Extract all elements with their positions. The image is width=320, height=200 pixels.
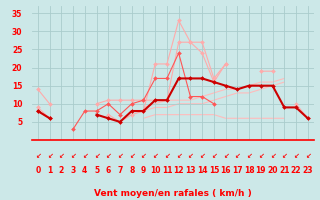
Text: ↙: ↙ [305,153,311,159]
Text: ↙: ↙ [211,153,217,159]
Text: 7: 7 [117,166,123,175]
Text: ↙: ↙ [140,153,147,159]
Text: Vent moyen/en rafales ( km/h ): Vent moyen/en rafales ( km/h ) [94,189,252,198]
Text: 13: 13 [185,166,196,175]
Text: ↙: ↙ [258,153,264,159]
Text: 0: 0 [35,166,41,175]
Text: 15: 15 [209,166,219,175]
Text: ↙: ↙ [58,153,64,159]
Text: 3: 3 [70,166,76,175]
Text: ↙: ↙ [82,153,88,159]
Text: ↙: ↙ [47,153,52,159]
Text: ↙: ↙ [164,153,170,159]
Text: ↙: ↙ [234,153,240,159]
Text: ↙: ↙ [293,153,299,159]
Text: ↙: ↙ [152,153,158,159]
Text: 1: 1 [47,166,52,175]
Text: ↙: ↙ [199,153,205,159]
Text: 2: 2 [59,166,64,175]
Text: 18: 18 [244,166,254,175]
Text: ↙: ↙ [176,153,182,159]
Text: 19: 19 [256,166,266,175]
Text: ↙: ↙ [70,153,76,159]
Text: 6: 6 [106,166,111,175]
Text: 5: 5 [94,166,99,175]
Text: 11: 11 [162,166,172,175]
Text: 20: 20 [267,166,278,175]
Text: 23: 23 [302,166,313,175]
Text: 8: 8 [129,166,134,175]
Text: 9: 9 [141,166,146,175]
Text: 14: 14 [197,166,207,175]
Text: ↙: ↙ [269,153,276,159]
Text: ↙: ↙ [188,153,193,159]
Text: ↙: ↙ [35,153,41,159]
Text: 4: 4 [82,166,87,175]
Text: 12: 12 [173,166,184,175]
Text: ↙: ↙ [246,153,252,159]
Text: 21: 21 [279,166,290,175]
Text: ↙: ↙ [281,153,287,159]
Text: 16: 16 [220,166,231,175]
Text: 22: 22 [291,166,301,175]
Text: ↙: ↙ [105,153,111,159]
Text: 17: 17 [232,166,243,175]
Text: ↙: ↙ [117,153,123,159]
Text: ↙: ↙ [223,153,228,159]
Text: 10: 10 [150,166,160,175]
Text: ↙: ↙ [93,153,100,159]
Text: ↙: ↙ [129,153,135,159]
